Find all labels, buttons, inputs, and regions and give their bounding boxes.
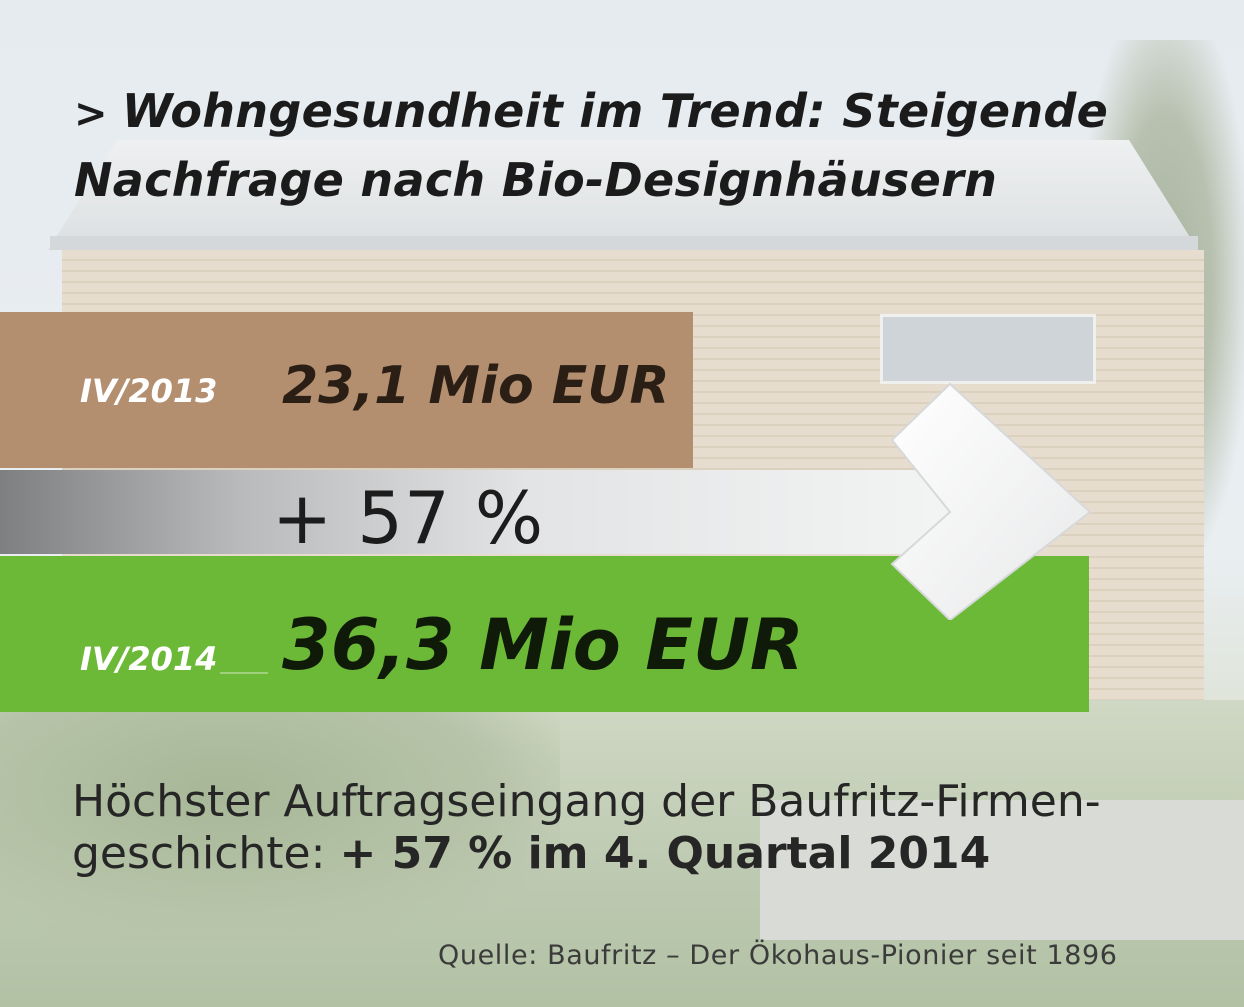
bar-iv-2014 xyxy=(0,556,1089,712)
bar-iv-2013 xyxy=(0,312,693,468)
value-label-iv-2013: 23,1 Mio EUR xyxy=(282,356,670,416)
description-highlight: + 57 % im 4. Quartal 2014 xyxy=(339,828,991,879)
change-percent-label: + 57 % xyxy=(272,476,545,560)
house-roof xyxy=(48,140,1198,250)
label-underline xyxy=(220,672,268,674)
chevron-icon: > xyxy=(74,91,108,137)
hedge xyxy=(0,690,560,940)
category-label-iv-2013: IV/2013 xyxy=(80,372,218,410)
title-line-1: Wohngesundheit im Trend: Steigende xyxy=(121,84,1109,138)
value-label-iv-2014: 36,3 Mio EUR xyxy=(282,604,804,686)
description-line-2-prefix: geschichte: xyxy=(72,828,340,879)
description-text: Höchster Auftragseingang der Baufritz-Fi… xyxy=(72,776,1232,880)
house-window xyxy=(880,314,1096,384)
terrace xyxy=(760,800,1244,940)
roof-edge xyxy=(50,236,1198,250)
arrow-icon xyxy=(890,382,1092,620)
source-note: Quelle: Baufritz – Der Ökohaus-Pionier s… xyxy=(438,940,1118,971)
description-line-1: Höchster Auftragseingang der Baufritz-Fi… xyxy=(72,776,1101,827)
infographic-title: > Wohngesundheit im Trend: Steigende Nach… xyxy=(74,78,1214,213)
category-label-iv-2014: IV/2014 xyxy=(80,640,218,678)
title-line-2: Nachfrage nach Bio-Designhäusern xyxy=(74,153,998,207)
change-arrow-shaft xyxy=(0,470,960,554)
